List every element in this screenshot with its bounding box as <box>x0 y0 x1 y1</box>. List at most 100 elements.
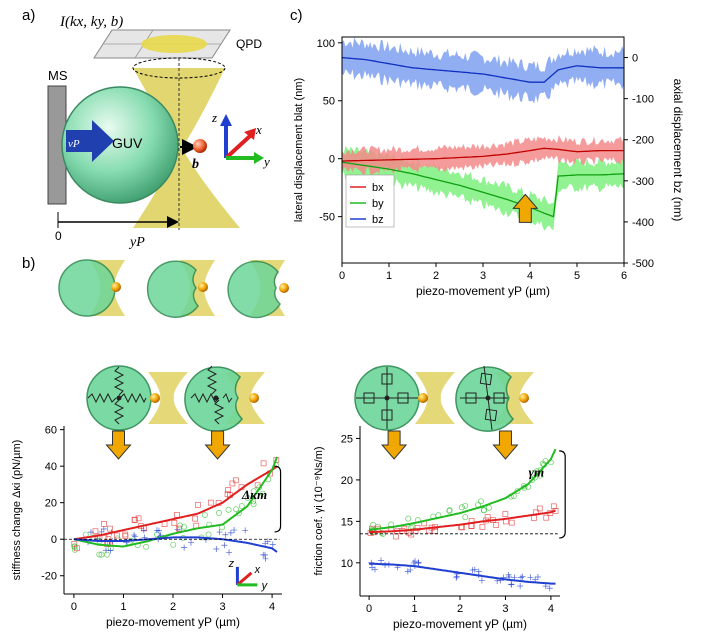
data-point-z <box>188 539 195 546</box>
data-point-x <box>135 515 142 522</box>
x-tick-label: 0 <box>339 270 345 282</box>
indicator-arrow-up <box>512 193 539 223</box>
data-point-z <box>140 527 147 534</box>
x-axis-label: piezo-movement yP (µm) <box>393 617 527 631</box>
series-line-y <box>73 456 278 548</box>
data-point-x <box>550 503 557 510</box>
data-point-z <box>222 531 229 538</box>
data-point-z <box>508 581 515 588</box>
data-point-y <box>233 506 240 513</box>
data-point-y <box>170 541 177 548</box>
data-point-z <box>453 574 460 581</box>
data-point-y <box>201 512 208 518</box>
x-tick-label: 1 <box>386 270 392 282</box>
stage-1 <box>58 259 125 317</box>
data-point-y <box>259 490 266 497</box>
y-tick-label: 40 <box>45 461 57 473</box>
data-point-z <box>242 527 249 534</box>
legend-label: by <box>372 198 384 210</box>
data-point-y <box>462 514 469 521</box>
dashpot-cell-2 <box>455 365 534 432</box>
spring-cell-1 <box>86 365 188 431</box>
data-point-z <box>216 529 223 536</box>
data-point-x <box>131 517 138 523</box>
data-point-x <box>131 516 138 523</box>
gizmo-label-x: x <box>254 564 261 576</box>
data-point-x <box>531 515 537 521</box>
y-tick-label: 20 <box>45 498 57 510</box>
y-tick-label: 20 <box>341 475 353 487</box>
qpd-light-spot <box>141 35 207 53</box>
data-point-y <box>238 503 245 510</box>
data-point-z <box>87 529 94 536</box>
data-point-y <box>405 515 412 522</box>
y2-tick-label: -300 <box>632 176 654 188</box>
panel-a-schematic: a) QPD I(kx, ky, b) MS vP GUV b z <box>22 7 270 250</box>
series-line-x <box>73 465 278 541</box>
y-tick-label: 0 <box>329 154 335 166</box>
y-tick-label: -50 <box>319 212 335 224</box>
stage-3 <box>227 260 289 319</box>
data-point-x <box>207 499 214 506</box>
probe-bead <box>193 139 207 153</box>
data-point-x <box>254 482 261 489</box>
y-tick-label: 50 <box>323 96 335 108</box>
data-point-x <box>107 525 113 532</box>
y-axis-label: friction coef. γi (10⁻⁹Ns/m) <box>313 446 325 575</box>
svg-text:y: y <box>262 154 270 169</box>
data-point-y <box>216 509 222 516</box>
data-point-y <box>370 521 377 528</box>
data-point-x <box>536 505 543 512</box>
chart-friction: 0 1 2 3 4 25 20 15 10 piezo-movement yP (µm) frict… <box>313 426 566 631</box>
gamma-bracket <box>559 450 566 539</box>
data-point-x <box>232 477 239 484</box>
y2-axis-label: axial displacement bz (nm) <box>671 79 685 222</box>
y2-tick-label: -500 <box>632 258 654 270</box>
delta-bracket <box>274 465 282 533</box>
friction-dashpots-illustration <box>354 365 534 432</box>
data-point-y <box>103 551 110 558</box>
delta-kappa-annotation: Δκm <box>241 487 267 502</box>
y-tick-label: -20 <box>41 571 57 583</box>
data-point-y <box>72 546 78 553</box>
data-point-z <box>453 573 460 580</box>
x-tick-label: 0 <box>71 601 77 613</box>
gamma-annotation: γm <box>529 465 545 480</box>
x-axis-label: piezo-movement yP (µm) <box>106 615 240 629</box>
data-point-y <box>529 477 536 483</box>
data-point-z <box>410 559 417 566</box>
y-axis-label: stiffness change Δκi (pN/µm) <box>11 440 23 581</box>
data-point-y <box>250 488 257 495</box>
data-point-z <box>404 568 411 575</box>
data-point-z <box>226 549 233 556</box>
y2-tick-label: 0 <box>632 53 638 65</box>
data-point-x <box>174 512 180 518</box>
x-tick-label: 5 <box>574 270 580 282</box>
indicator-arrow-down <box>105 430 132 460</box>
y-tick-label: 10 <box>341 558 353 570</box>
gizmo-label-z: z <box>228 558 235 570</box>
data-point-x <box>493 522 500 528</box>
y2-tick-label: -200 <box>632 135 654 147</box>
chart-lateral-axial: 0 1 2 3 4 5 6100500-500-100-200-300-400-500pie… <box>293 36 685 298</box>
y-axis-label: lateral displacement blat (nm) <box>293 78 305 222</box>
velocity-arrow <box>66 120 114 162</box>
x-tick-label: 4 <box>269 601 275 613</box>
series-line-y <box>368 448 557 531</box>
b-vector-label: b <box>192 157 199 172</box>
x-tick-label: 4 <box>527 270 533 282</box>
data-point-z <box>369 564 376 571</box>
data-point-z <box>264 538 271 545</box>
data-point-z <box>518 574 525 581</box>
yp-label: yP <box>128 235 145 250</box>
intensity-label: I(kx, ky, b) <box>59 14 123 30</box>
data-point-z <box>527 574 534 581</box>
axes-gizmo-a: z x y <box>211 110 270 169</box>
data-point-z <box>378 557 385 564</box>
data-point-x <box>432 528 438 534</box>
ms-label: MS <box>48 68 68 83</box>
data-point-x <box>122 531 129 538</box>
data-point-x <box>502 511 509 517</box>
indicator-arrow-down <box>492 430 519 460</box>
